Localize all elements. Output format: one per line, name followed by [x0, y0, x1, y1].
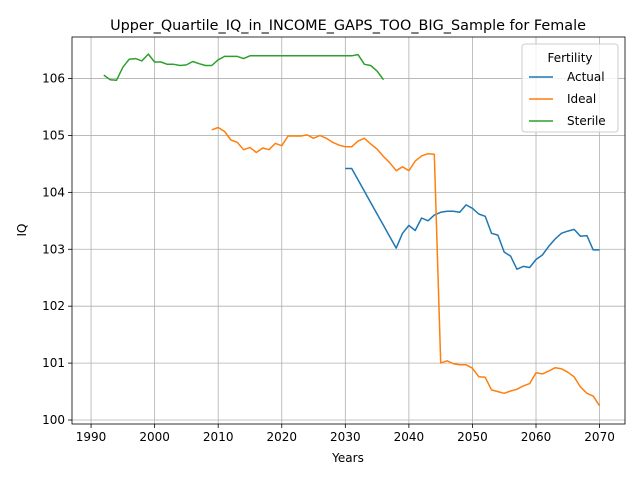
x-tick-label: 2040 — [394, 430, 425, 444]
legend-label-ideal: Ideal — [567, 92, 596, 106]
legend-label-sterile: Sterile — [567, 114, 606, 128]
x-tick-label: 2020 — [266, 430, 297, 444]
legend-title: Fertility — [547, 51, 592, 65]
x-tick-label: 2030 — [330, 430, 361, 444]
y-tick-label: 101 — [42, 356, 65, 370]
y-tick-label: 100 — [42, 413, 65, 427]
series-line-sterile — [103, 53, 385, 82]
x-tick-label: 2000 — [139, 430, 170, 444]
x-tick-label: 2060 — [521, 430, 552, 444]
y-axis-label: IQ — [15, 224, 29, 237]
series-line-ideal — [211, 126, 601, 407]
x-axis-label: Years — [331, 451, 364, 465]
x-tick-label: 1990 — [76, 430, 107, 444]
y-axis: 100 101 102 103 104 105 106 — [42, 72, 72, 427]
x-tick-label: 2070 — [584, 430, 615, 444]
y-tick-label: 103 — [42, 242, 65, 256]
y-tick-label: 102 — [42, 299, 65, 313]
plot-frame — [71, 36, 626, 425]
chart-title: Upper_Quartile_IQ_in_INCOME_GAPS_TOO_BIG… — [110, 18, 586, 34]
series-lines — [103, 53, 601, 407]
y-tick-label: 106 — [42, 72, 65, 86]
series-line-actual — [345, 167, 600, 270]
y-tick-label: 104 — [42, 185, 65, 199]
x-tick-label: 2050 — [457, 430, 488, 444]
legend-label-actual: Actual — [567, 70, 605, 84]
y-tick-label: 105 — [42, 128, 65, 142]
legend-box — [521, 43, 619, 133]
legend: Fertility Actual Ideal Sterile — [521, 43, 619, 133]
x-tick-label: 2010 — [203, 430, 234, 444]
x-axis: 1990 2000 2010 2020 2030 2040 2050 2060 2070 — [76, 424, 615, 444]
